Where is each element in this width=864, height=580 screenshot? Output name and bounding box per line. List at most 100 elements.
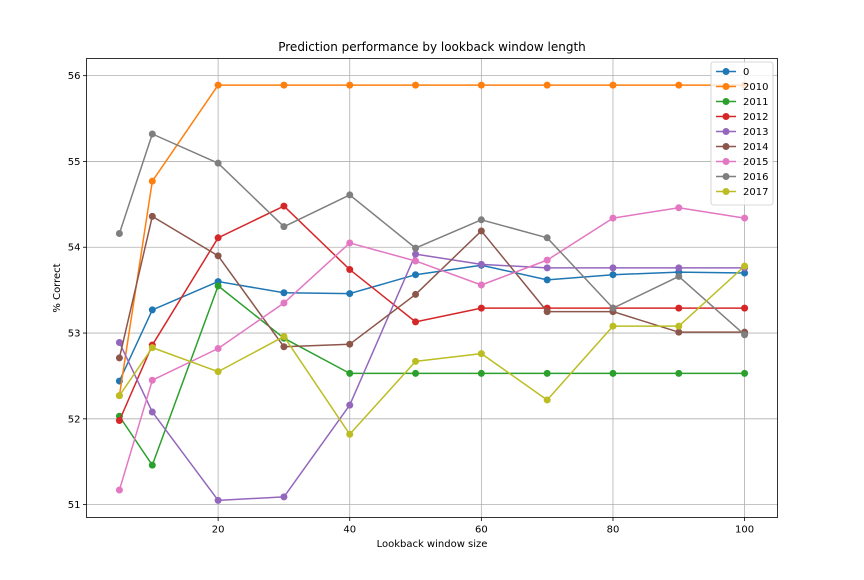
data-point-2015 bbox=[675, 204, 683, 212]
data-point-2014 bbox=[675, 328, 683, 336]
data-point-2015 bbox=[148, 376, 156, 384]
grid bbox=[86, 58, 778, 518]
data-point-2016 bbox=[148, 130, 156, 138]
series-line-2016 bbox=[118, 133, 746, 336]
data-point-2014 bbox=[477, 227, 485, 235]
data-point-2017 bbox=[280, 332, 288, 340]
data-point-2011 bbox=[346, 369, 354, 377]
data-point-2011 bbox=[148, 461, 156, 469]
series-line-2014 bbox=[118, 215, 745, 359]
data-point-2013 bbox=[543, 264, 551, 272]
y-tick-label: 55 bbox=[68, 157, 81, 168]
legend: 0 2010 2011 2012 2013 2014 2015 2016 2017 bbox=[710, 61, 774, 206]
data-point-2016 bbox=[543, 234, 551, 242]
data-point-0 bbox=[543, 276, 551, 284]
legend-label: 2017 bbox=[743, 187, 768, 198]
data-point-2013 bbox=[148, 408, 156, 416]
legend-swatch-marker bbox=[722, 83, 730, 90]
data-point-0 bbox=[346, 290, 354, 298]
data-point-2017 bbox=[675, 322, 683, 330]
data-point-2015 bbox=[115, 486, 123, 494]
data-point-2016 bbox=[412, 244, 420, 252]
series-line-2012 bbox=[118, 205, 745, 421]
data-point-2010 bbox=[280, 81, 288, 89]
x-tick-label: 60 bbox=[475, 525, 488, 536]
y-tick-label: 54 bbox=[68, 243, 81, 254]
data-point-2012 bbox=[346, 266, 354, 274]
y-tick-label: 51 bbox=[68, 500, 81, 511]
legend-label: 2011 bbox=[743, 97, 768, 108]
data-point-2010 bbox=[148, 177, 156, 185]
legend-item-2014: 2014 bbox=[716, 142, 768, 153]
legend-label: 2014 bbox=[743, 142, 768, 153]
data-point-2011 bbox=[214, 282, 222, 290]
data-point-2012 bbox=[741, 304, 749, 312]
data-point-2011 bbox=[609, 369, 617, 377]
data-point-2013 bbox=[609, 264, 617, 272]
data-point-2011 bbox=[543, 369, 551, 377]
data-point-2016 bbox=[477, 216, 485, 224]
data-point-2014 bbox=[214, 252, 222, 260]
legend-label: 2013 bbox=[743, 127, 768, 138]
series-layer bbox=[115, 81, 749, 504]
data-point-2016 bbox=[741, 331, 749, 339]
data-point-2015 bbox=[280, 299, 288, 307]
series-2017 bbox=[115, 262, 749, 438]
data-point-2014 bbox=[412, 290, 420, 298]
data-point-2013 bbox=[280, 493, 288, 501]
series-2016 bbox=[115, 130, 749, 339]
data-point-2012 bbox=[115, 417, 123, 425]
data-point-2015 bbox=[346, 239, 354, 247]
legend-label: 2016 bbox=[743, 172, 768, 183]
data-point-0 bbox=[609, 271, 617, 279]
data-point-2016 bbox=[675, 272, 683, 280]
data-point-2011 bbox=[741, 369, 749, 377]
data-point-2017 bbox=[477, 350, 485, 358]
series-line-2011 bbox=[118, 285, 745, 466]
data-point-2010 bbox=[609, 81, 617, 89]
x-tick-label: 80 bbox=[607, 525, 620, 536]
series-line-2015 bbox=[118, 207, 745, 491]
legend-label: 2010 bbox=[743, 82, 768, 93]
legend-item-2010: 2010 bbox=[716, 82, 768, 93]
chart-title: Prediction performance by lookback windo… bbox=[278, 40, 586, 54]
data-point-2010 bbox=[346, 81, 354, 89]
data-point-2017 bbox=[346, 430, 354, 438]
data-point-2013 bbox=[346, 401, 354, 409]
series-0 bbox=[115, 261, 749, 385]
legend-swatch-marker bbox=[722, 188, 730, 195]
data-point-0 bbox=[412, 271, 420, 279]
legend-swatch-marker bbox=[722, 128, 730, 135]
legend-label: 0 bbox=[743, 67, 749, 78]
data-point-2017 bbox=[543, 396, 551, 404]
data-point-2010 bbox=[543, 81, 551, 89]
y-tick-label: 56 bbox=[68, 71, 81, 82]
data-point-2012 bbox=[675, 304, 683, 312]
x-tick-label: 100 bbox=[735, 525, 754, 536]
series-2015 bbox=[115, 204, 749, 494]
data-point-2012 bbox=[214, 234, 222, 242]
legend-item-2012: 2012 bbox=[716, 112, 768, 123]
legend-swatch-marker bbox=[722, 98, 730, 105]
data-point-2015 bbox=[543, 256, 551, 264]
series-2012 bbox=[115, 202, 749, 425]
x-tick-label: 20 bbox=[212, 525, 225, 536]
data-point-2013 bbox=[214, 496, 222, 504]
plot-frame bbox=[86, 58, 778, 518]
data-point-2015 bbox=[412, 257, 420, 265]
legend-swatch-marker bbox=[722, 68, 730, 75]
legend-item-2016: 2016 bbox=[716, 172, 768, 183]
legend-swatch-marker bbox=[722, 158, 730, 165]
legend-item-2013: 2013 bbox=[716, 127, 768, 138]
data-point-2016 bbox=[346, 191, 354, 199]
data-point-2016 bbox=[280, 223, 288, 231]
legend-item-2017: 2017 bbox=[716, 187, 768, 198]
data-point-2014 bbox=[543, 308, 551, 316]
data-point-2017 bbox=[115, 392, 123, 400]
data-point-0 bbox=[148, 306, 156, 314]
data-point-2013 bbox=[675, 264, 683, 272]
data-point-2016 bbox=[609, 304, 617, 312]
data-point-2016 bbox=[115, 230, 123, 238]
